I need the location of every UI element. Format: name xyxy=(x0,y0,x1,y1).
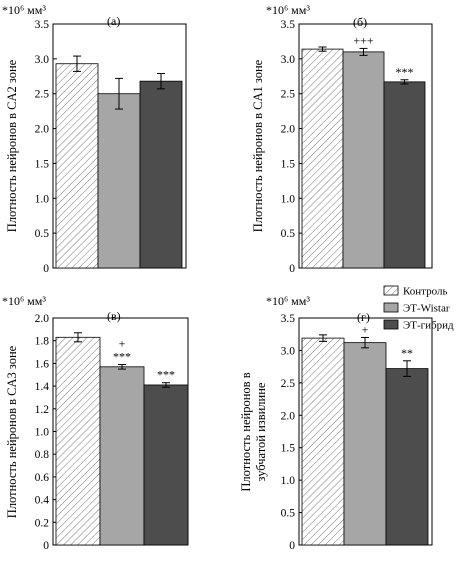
y-tick-label: 1.0 xyxy=(35,193,50,205)
y-tick-label: 3.5 xyxy=(35,19,50,31)
significance-label: + xyxy=(362,322,369,336)
y-tick-label: 3.0 xyxy=(281,54,296,66)
panel-2: 0 0.5 1.0 1.5 2.0 2.5 3.0 3.5 *10⁶ мм³ (б) Плотнос… xyxy=(251,3,433,275)
legend-swatch xyxy=(383,285,399,296)
y-tick-label: 0.2 xyxy=(35,517,50,529)
panel-label: (г) xyxy=(357,310,370,324)
y-tick-label: 1.2 xyxy=(35,404,50,416)
panel-4: 0 0.5 1.0 1.5 2.0 2.5 3.0 3.5 *10⁶ мм³ (г) Плотнос… xyxy=(239,294,433,552)
y-tick-label: 3.5 xyxy=(281,19,296,31)
unit-label: *10⁶ мм³ xyxy=(266,294,310,308)
significance-label: *** xyxy=(157,368,175,382)
bar-Контроль xyxy=(301,337,345,546)
y-tick-label: 2.0 xyxy=(35,313,50,325)
y-tick-label: 1.4 xyxy=(35,381,50,393)
panel-label: (б) xyxy=(353,15,367,29)
y-tick-label: 0.5 xyxy=(281,228,296,240)
y-tick-label: 2.0 xyxy=(35,124,50,136)
y-tick-label: 0.4 xyxy=(35,495,50,507)
y-tick-label: 1.8 xyxy=(35,336,50,348)
significance-label: +++ xyxy=(353,33,374,47)
legend: Контроль ЭТ-Wistar ЭТ-гибрид xyxy=(383,285,454,332)
legend-swatch xyxy=(383,319,399,330)
y-tick-label: 2.5 xyxy=(281,378,296,390)
y-tick-label: 1.5 xyxy=(281,158,296,170)
unit-label: *10⁶ мм³ xyxy=(266,3,310,17)
legend-label: ЭТ-гибрид xyxy=(403,320,454,332)
y-tick-label: 0.6 xyxy=(35,472,50,484)
y-tick-label: 0 xyxy=(289,540,295,552)
unit-label: *10⁶ мм³ xyxy=(2,3,46,17)
y-tick-label: 3.0 xyxy=(281,345,296,357)
y-tick-label: 0.5 xyxy=(35,228,50,240)
y-tick-label: 1.0 xyxy=(281,475,296,487)
y-tick-label: 3.5 xyxy=(281,313,296,325)
bar-ЭТ-гибрид xyxy=(143,384,189,546)
y-tick-label: 0.5 xyxy=(281,508,296,520)
y-tick-label: 1.0 xyxy=(35,427,50,439)
y-axis-label: Плотность нейронов в CA1 зоне xyxy=(251,59,265,232)
y-tick-label: 1.0 xyxy=(281,193,296,205)
bar-ЭТ-Wistar xyxy=(343,342,387,546)
bar-ЭТ-Wistar xyxy=(99,366,145,546)
significance-label: ** xyxy=(401,346,413,360)
y-axis-label: Плотность нейронов в CA2 зоне xyxy=(5,59,19,232)
legend-label: Контроль xyxy=(403,286,447,298)
y-tick-label: 1.6 xyxy=(35,358,50,370)
bar-Контроль xyxy=(301,48,344,269)
bar-ЭТ-Wistar xyxy=(342,51,385,269)
panel-3: 0 0.2 0.4 0.6 0.8 1.0 1.2 1.4 1.6 1.8 2.0 *10⁶ мм³ (… xyxy=(2,294,189,552)
y-axis-label: Плотность нейронов в xyxy=(239,372,253,491)
y-axis-label: зубчатой извилине xyxy=(254,382,268,481)
panel-label: (а) xyxy=(107,14,120,28)
y-tick-label: 3.0 xyxy=(35,54,50,66)
bar-Контроль xyxy=(55,63,99,269)
y-tick-label: 2.5 xyxy=(281,89,296,101)
panel-label: (в) xyxy=(107,309,121,323)
y-tick-label: 1.5 xyxy=(281,443,296,455)
y-tick-label: 2.0 xyxy=(281,410,296,422)
y-tick-label: 2.5 xyxy=(35,89,50,101)
legend-label: ЭТ-Wistar xyxy=(403,303,450,315)
y-tick-label: 0 xyxy=(289,263,295,275)
y-tick-label: 1.5 xyxy=(35,158,50,170)
bar-Контроль xyxy=(55,336,101,546)
y-axis-label: Плотность нейронов в CA3 зоне xyxy=(5,345,19,518)
legend-swatch xyxy=(383,302,399,313)
y-tick-label: 0 xyxy=(43,540,49,552)
significance-label: + xyxy=(119,337,126,351)
bar-ЭТ-гибрид xyxy=(383,81,426,269)
significance-label: *** xyxy=(113,350,131,364)
y-tick-label: 0 xyxy=(43,263,49,275)
bar-ЭТ-гибрид xyxy=(385,368,429,546)
significance-label: *** xyxy=(396,65,414,79)
bar-ЭТ-гибрид xyxy=(139,80,183,269)
unit-label: *10⁶ мм³ xyxy=(2,294,46,308)
y-tick-label: 0.8 xyxy=(35,449,50,461)
bar-ЭТ-Wistar xyxy=(97,93,141,269)
panel-1: 0 0.5 1.0 1.5 2.0 2.5 3.0 3.5 *10⁶ мм³ (а) Плотнос… xyxy=(2,3,187,275)
y-tick-label: 2.0 xyxy=(281,124,296,136)
